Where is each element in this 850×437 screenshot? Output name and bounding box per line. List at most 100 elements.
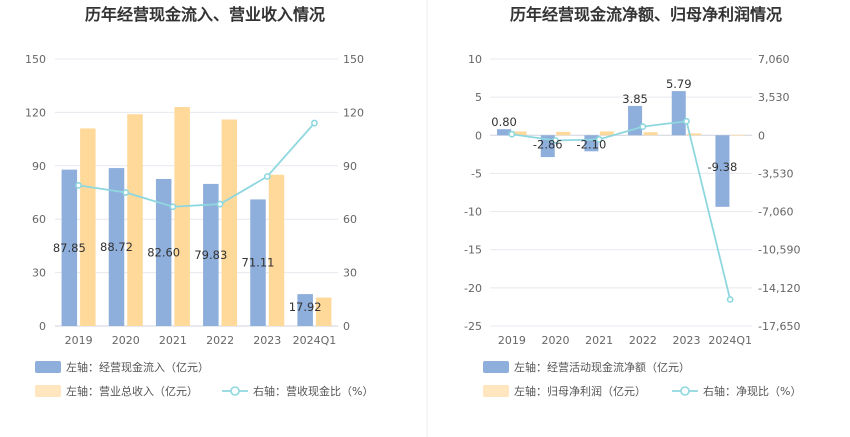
legend-swatch: [483, 361, 509, 373]
x-tick-label: 2023: [673, 334, 701, 347]
line-point: [552, 137, 559, 144]
y-tick-right: -17,650: [758, 320, 800, 333]
legend-label: 左轴：归母净利润（亿元）: [514, 384, 646, 398]
y-tick-left: -10: [464, 206, 482, 219]
bar-secondary: [221, 119, 238, 327]
legend-swatch-marker: [230, 386, 240, 396]
data-label: 79.83: [194, 248, 227, 262]
bar-secondary: [315, 297, 332, 326]
bar-secondary: [556, 131, 571, 136]
line-point: [683, 117, 690, 125]
chart-title: 历年经营现金流净额、归母净利润情况: [510, 5, 782, 24]
bar-secondary: [599, 131, 614, 136]
data-label: -2.86: [533, 137, 563, 151]
bar-primary: [297, 294, 313, 326]
bar-secondary: [730, 134, 745, 136]
data-label: 17.92: [289, 300, 322, 314]
y-tick-left: -20: [464, 282, 482, 295]
bar-primary: [715, 135, 730, 207]
y-tick-right: -10,590: [758, 244, 800, 257]
data-label: -9.38: [708, 160, 738, 174]
bar-primary: [61, 169, 78, 326]
y-tick-right: -3,530: [758, 167, 793, 180]
x-tick-label: 2024Q1: [708, 334, 752, 347]
y-tick-left: 0: [475, 129, 482, 142]
x-tick-label: 2023: [253, 334, 281, 347]
data-label: 3.85: [622, 92, 648, 106]
data-label: -2.10: [577, 137, 607, 151]
y-tick-left: -25: [464, 320, 482, 333]
y-tick-right: -7,060: [758, 206, 793, 219]
bar-primary: [108, 168, 125, 326]
y-tick-right: 90: [343, 160, 357, 173]
x-tick-label: 2022: [629, 334, 657, 347]
x-tick-label: 2022: [206, 334, 234, 347]
y-tick-left: -15: [464, 244, 482, 257]
line-series: [511, 120, 732, 300]
y-tick-left: 10: [468, 53, 482, 66]
legend-swatch: [35, 385, 61, 397]
legend-swatch: [483, 385, 509, 397]
x-tick-label: 2020: [542, 334, 570, 347]
x-tick-label: 2019: [65, 334, 93, 347]
bar-secondary: [268, 174, 285, 326]
y-tick-right: 30: [343, 267, 357, 280]
y-tick-right: 0: [343, 320, 350, 333]
bar-secondary: [512, 131, 527, 136]
line-point: [595, 135, 603, 143]
line-point: [311, 119, 318, 127]
line-point: [75, 181, 82, 189]
y-tick-left: 5: [475, 91, 482, 104]
chart-cash-inflow-revenue: 历年经营现金流入、营业收入情况 150 150 120 120 90 90 60 60 30 30 0…: [25, 5, 373, 398]
y-tick-right: 60: [343, 213, 357, 226]
y-tick-left: 0: [39, 320, 46, 333]
data-label: 87.85: [53, 241, 86, 255]
line-point: [169, 203, 177, 211]
bar-secondary: [80, 128, 96, 326]
bar-secondary: [643, 132, 658, 136]
y-tick-right: 0: [758, 129, 765, 142]
x-tick-label: 2024Q1: [293, 334, 337, 347]
bar-primary: [497, 129, 512, 136]
data-label: 82.60: [147, 245, 180, 259]
line-point: [639, 123, 647, 131]
bar-primary: [671, 91, 686, 136]
legend-label: 左轴：经营活动现金流净额（亿元）: [514, 360, 690, 374]
bar-primary: [203, 183, 219, 326]
y-tick-left: -5: [471, 167, 482, 180]
y-tick-left: 30: [32, 267, 46, 280]
legend-swatch-marker: [680, 386, 690, 396]
x-tick-label: 2021: [585, 334, 613, 347]
data-label: 0.80: [491, 115, 517, 129]
data-label: 71.11: [242, 256, 275, 270]
chart-net-cashflow-profit: 历年经营现金流净额、归母净利润情况 10 7,060 5 3,530 0 0 -5 -3,530…: [464, 5, 801, 398]
line-point: [508, 130, 516, 138]
y-tick-left: 150: [25, 53, 46, 66]
data-label: 88.72: [100, 240, 133, 254]
y-tick-right: 150: [343, 53, 364, 66]
bar-primary: [155, 178, 172, 326]
bar-secondary: [687, 133, 702, 136]
y-tick-left: 60: [32, 213, 46, 226]
y-tick-right: 3,530: [758, 91, 790, 104]
line-point: [122, 189, 130, 196]
line-point: [263, 173, 271, 180]
line-point: [726, 296, 734, 303]
legend-label: 右轴：净现比（%）: [703, 384, 801, 398]
chart-title: 历年经营现金流入、营业收入情况: [85, 5, 325, 24]
bar-secondary: [174, 107, 190, 326]
bar-primary: [250, 199, 266, 326]
bar-secondary: [127, 114, 143, 327]
legend-label: 右轴：营收现金比（%）: [253, 384, 373, 398]
data-label: 5.79: [666, 77, 692, 91]
x-tick-label: 2019: [498, 334, 526, 347]
y-tick-left: 90: [32, 160, 46, 173]
legend-label: 左轴：营业总收入（亿元）: [66, 384, 198, 398]
y-tick-right: -14,120: [758, 282, 800, 295]
line-series: [78, 122, 316, 208]
x-tick-label: 2020: [112, 334, 140, 347]
x-tick-label: 2021: [159, 334, 187, 347]
y-tick-right: 120: [343, 106, 364, 119]
line-point: [216, 200, 224, 208]
